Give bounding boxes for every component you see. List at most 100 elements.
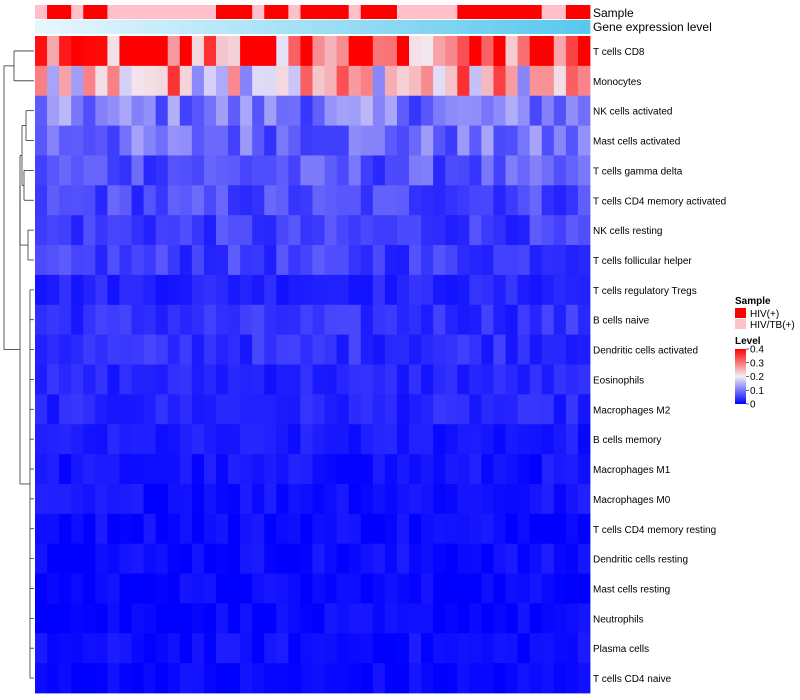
heatmap-cell (143, 394, 157, 425)
heatmap-cell (35, 245, 48, 276)
heatmap-cell (119, 364, 132, 395)
heatmap-cell (35, 36, 48, 67)
heatmap-cell (252, 215, 265, 246)
heatmap-cell (35, 274, 48, 306)
heatmap-cell (240, 633, 253, 664)
heatmap-cell (119, 334, 132, 365)
heatmap-cell (288, 424, 301, 455)
heatmap-cell (421, 483, 434, 515)
heatmap-cell (481, 304, 494, 336)
heatmap-cell (348, 95, 362, 126)
heatmap-cell (179, 483, 193, 515)
sample-annotation-cell (288, 5, 301, 19)
heatmap-cell (300, 454, 313, 485)
heatmap-cell (372, 274, 386, 306)
heatmap-cell (131, 245, 144, 276)
heatmap-cell (312, 364, 325, 395)
heatmap-cell (529, 245, 543, 276)
heatmap-cell (324, 215, 338, 246)
heatmap-cell (493, 364, 506, 395)
heatmap-cell (276, 543, 289, 574)
heatmap-cell (481, 125, 494, 156)
heatmap-cell (215, 424, 229, 455)
heatmap-cell (324, 543, 338, 574)
heatmap-cell (143, 603, 157, 634)
heatmap-cell (47, 483, 60, 515)
sample-annotation-cell (565, 5, 579, 19)
heatmap-cell (71, 334, 84, 365)
heatmap-cell (336, 633, 350, 664)
heatmap-cell (155, 95, 169, 126)
heatmap-cell (252, 274, 265, 306)
heatmap-cell (541, 65, 555, 97)
heatmap-cell (553, 185, 567, 216)
heatmap-cell (565, 603, 579, 634)
heatmap-cell (95, 394, 108, 425)
heatmap-cell (553, 274, 567, 306)
heatmap-cell (119, 125, 132, 156)
heatmap-cell (457, 454, 470, 485)
heatmap-cell (131, 274, 144, 306)
heatmap-cell (384, 543, 398, 574)
heatmap-cell (47, 454, 60, 485)
heatmap-cell (469, 513, 482, 545)
heatmap-cell (264, 125, 277, 156)
heatmap-cell (372, 155, 386, 186)
heatmap-cell (312, 125, 325, 156)
heatmap-cell (372, 603, 386, 634)
heatmap-cell (505, 245, 519, 276)
heatmap-cell (312, 394, 325, 425)
heatmap-cell (276, 304, 289, 336)
sample-annotation-cell (155, 5, 169, 19)
heatmap-cell (517, 513, 531, 545)
heatmap-cell (493, 454, 506, 485)
heatmap-cell (336, 454, 350, 485)
heatmap-cell (457, 95, 470, 126)
heatmap-cell (517, 573, 531, 604)
sample-annotation-cell (179, 5, 193, 19)
heatmap-cell (469, 125, 482, 156)
heatmap-cell (324, 245, 338, 276)
heatmap-cell (336, 603, 350, 634)
expression-annotation-cell (240, 20, 253, 34)
heatmap-cell (300, 543, 313, 574)
heatmap-cell (433, 185, 446, 216)
heatmap-cell (203, 185, 217, 216)
heatmap-cell (264, 424, 277, 455)
heatmap-cell (131, 424, 144, 455)
heatmap-cell (47, 394, 60, 425)
row-label: Mast cells resting (593, 584, 670, 595)
heatmap-cell (553, 215, 567, 246)
heatmap-cell (95, 215, 108, 246)
level-legend-title: Level (735, 336, 761, 347)
heatmap-cell (240, 304, 253, 336)
heatmap-cell (409, 513, 422, 545)
heatmap-cell (372, 513, 386, 545)
heatmap-cell (167, 364, 181, 395)
heatmap-cell (83, 274, 96, 306)
heatmap-cell (457, 245, 470, 276)
heatmap-cell (517, 304, 531, 336)
heatmap-cell (457, 155, 470, 186)
heatmap-cell (83, 36, 96, 67)
heatmap-cell (191, 573, 205, 604)
heatmap-cell (252, 364, 265, 395)
heatmap-cell (433, 364, 446, 395)
heatmap-cell (215, 454, 229, 485)
heatmap-cell (240, 513, 253, 545)
heatmap-cell (384, 483, 398, 515)
heatmap-cell (167, 394, 181, 425)
heatmap-cell (107, 125, 120, 156)
heatmap-cell (59, 603, 72, 634)
heatmap-cell (445, 543, 458, 574)
heatmap-cell (264, 274, 277, 306)
heatmap-cell (252, 304, 265, 336)
heatmap-cell (577, 245, 591, 276)
heatmap-cell (143, 334, 157, 365)
heatmap-cell (541, 334, 555, 365)
heatmap-cell (505, 543, 519, 574)
heatmap-cell (324, 513, 338, 545)
heatmap-cell (83, 245, 96, 276)
row-label: Neutrophils (593, 614, 644, 625)
heatmap-cell (529, 334, 543, 365)
